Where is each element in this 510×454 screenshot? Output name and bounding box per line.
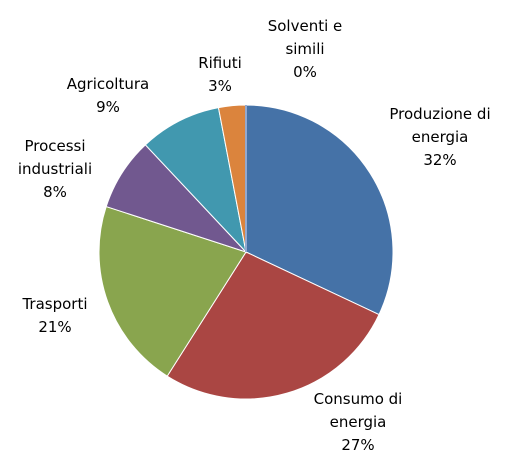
pie-slice (245, 104, 394, 316)
value-label: 32% (423, 151, 457, 169)
slice-label: Solventi e simili 0% (255, 15, 355, 84)
slice-label: Processi industriali 8% (5, 135, 105, 204)
slice-label: Produzione di energia 32% (375, 103, 505, 172)
category-label: Solventi e simili (267, 17, 343, 58)
value-label: 3% (208, 77, 232, 95)
pie-slice (98, 205, 247, 377)
category-label: Agricoltura (66, 75, 150, 93)
category-label: Produzione di energia (389, 105, 491, 146)
slice-label: Consumo di energia 27% (303, 388, 413, 454)
slice-label: Trasporti 21% (5, 293, 105, 339)
value-label: 21% (38, 318, 72, 336)
category-label: Rifiuti (198, 54, 242, 72)
slice-label: Rifiuti 3% (180, 52, 260, 98)
value-label: 8% (43, 183, 67, 201)
category-label: Consumo di energia (313, 390, 403, 431)
category-label: Processi industriali (17, 137, 93, 178)
value-label: 0% (293, 63, 317, 81)
pie-slice (144, 107, 247, 254)
value-label: 9% (96, 98, 120, 116)
value-label: 27% (341, 436, 375, 454)
pie-slice (166, 251, 380, 400)
category-label: Trasporti (22, 295, 88, 313)
slice-label: Agricoltura 9% (53, 73, 163, 119)
